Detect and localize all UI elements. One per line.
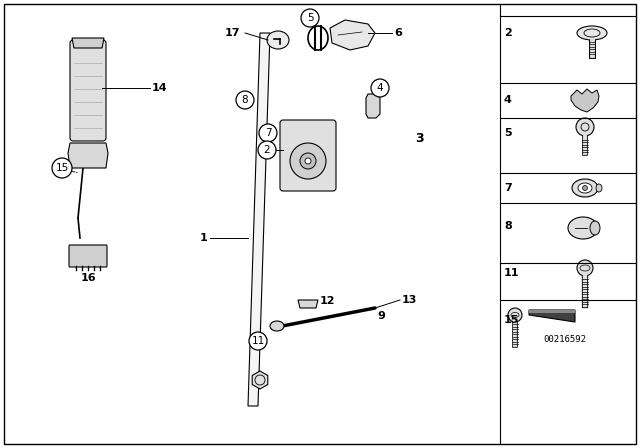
Ellipse shape: [590, 221, 600, 235]
Circle shape: [582, 185, 588, 190]
Text: 13: 13: [402, 295, 417, 305]
Text: 8: 8: [504, 221, 512, 231]
Polygon shape: [72, 38, 104, 48]
Text: 4: 4: [504, 95, 512, 105]
Ellipse shape: [577, 26, 607, 40]
Text: 3: 3: [415, 132, 424, 145]
Text: 17: 17: [225, 28, 240, 38]
Circle shape: [249, 332, 267, 350]
Circle shape: [259, 124, 277, 142]
Circle shape: [290, 143, 326, 179]
Circle shape: [305, 158, 311, 164]
Circle shape: [300, 153, 316, 169]
Text: 14: 14: [152, 83, 168, 93]
Text: 16: 16: [80, 273, 96, 283]
Text: 12: 12: [320, 296, 335, 306]
Text: 6: 6: [394, 28, 402, 38]
Text: 11: 11: [252, 336, 264, 346]
Circle shape: [301, 9, 319, 27]
Circle shape: [371, 79, 389, 97]
Text: 4: 4: [377, 83, 383, 93]
Text: 2: 2: [504, 28, 512, 38]
FancyBboxPatch shape: [69, 245, 107, 267]
Text: 9: 9: [377, 311, 385, 321]
Polygon shape: [330, 20, 375, 50]
Ellipse shape: [267, 31, 289, 49]
Circle shape: [52, 158, 72, 178]
Ellipse shape: [270, 321, 284, 331]
Ellipse shape: [596, 184, 602, 192]
Text: 7: 7: [265, 128, 271, 138]
Polygon shape: [366, 94, 380, 118]
Circle shape: [258, 141, 276, 159]
Text: 00216592: 00216592: [543, 336, 586, 345]
Ellipse shape: [572, 179, 598, 197]
Polygon shape: [252, 371, 268, 389]
Text: 11: 11: [504, 268, 520, 278]
Text: 15: 15: [56, 163, 68, 173]
Circle shape: [577, 260, 593, 276]
Polygon shape: [298, 300, 318, 308]
Polygon shape: [529, 310, 575, 313]
FancyBboxPatch shape: [280, 120, 336, 191]
Text: 5: 5: [504, 128, 511, 138]
Circle shape: [236, 91, 254, 109]
Ellipse shape: [568, 217, 598, 239]
Polygon shape: [68, 143, 108, 168]
Polygon shape: [248, 33, 270, 406]
Text: 1: 1: [199, 233, 207, 243]
Text: 8: 8: [242, 95, 248, 105]
Polygon shape: [529, 310, 575, 322]
FancyBboxPatch shape: [70, 40, 106, 141]
Polygon shape: [571, 89, 599, 112]
Circle shape: [508, 308, 522, 322]
Text: 5: 5: [307, 13, 314, 23]
Text: 15: 15: [504, 315, 520, 325]
Text: 7: 7: [504, 183, 512, 193]
Ellipse shape: [578, 183, 592, 193]
Text: 2: 2: [264, 145, 270, 155]
Circle shape: [576, 118, 594, 136]
